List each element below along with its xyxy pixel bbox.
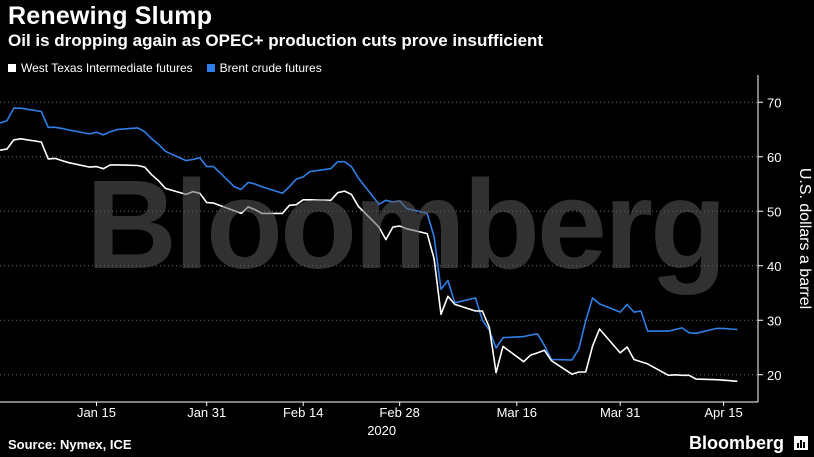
x-year-label: 2020 [367, 423, 396, 438]
legend-label-brent: Brent crude futures [219, 61, 322, 75]
x-tick-label: Apr 15 [704, 405, 742, 420]
bloomberg-logo: Bloomberg [688, 433, 784, 453]
y-tick-label-20: 20 [767, 368, 781, 383]
bloomberg-watermark: Bloomberg [86, 154, 727, 295]
y-axis-label: U.S. dollars a barrel [796, 168, 813, 309]
y-tick-label-30: 30 [767, 313, 781, 328]
legend-swatch-brent [206, 64, 215, 72]
y-tick-label-40: 40 [767, 259, 781, 274]
y-tick-label-60: 60 [767, 150, 781, 165]
x-tick-label: Mar 31 [600, 405, 640, 420]
x-tick-label: Mar 16 [497, 405, 537, 420]
legend-label-wti: West Texas Intermediate futures [21, 61, 193, 75]
series-line-brent [0, 107, 738, 361]
series-line-wti [0, 138, 738, 383]
x-tick-label: Jan 31 [187, 405, 226, 420]
chart-legend: West Texas Intermediate futures Brent cr… [8, 61, 322, 75]
bar-chart-icon [794, 436, 808, 450]
legend-item-brent: Brent crude futures [206, 61, 322, 75]
chart-title: Renewing Slump [8, 2, 213, 30]
source-note: Source: Nymex, ICE [8, 437, 132, 452]
legend-swatch-wti [8, 64, 16, 72]
legend-item-wti: West Texas Intermediate futures [8, 61, 193, 75]
y-tick-label-70: 70 [767, 95, 781, 110]
x-tick-label: Jan 15 [77, 405, 116, 420]
chart-subtitle: Oil is dropping again as OPEC+ productio… [8, 31, 544, 50]
x-tick-label: Feb 28 [379, 405, 419, 420]
x-tick-label: Feb 14 [283, 405, 323, 420]
y-tick-label-50: 50 [767, 204, 781, 219]
